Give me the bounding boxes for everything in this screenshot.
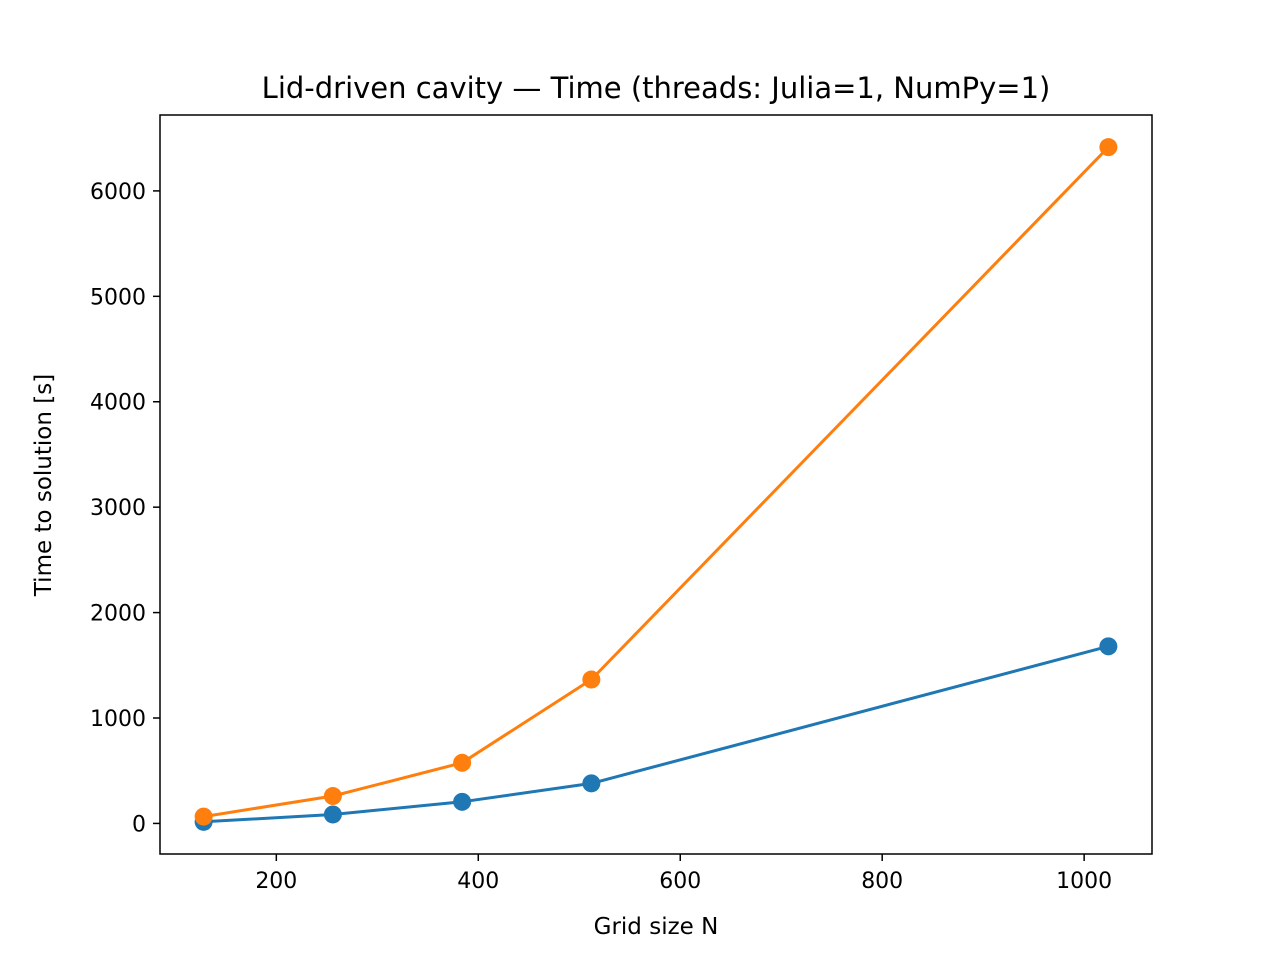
y-tick-label: 1000 (90, 707, 146, 732)
series-1-point (323, 805, 342, 824)
y-tick-label: 4000 (90, 391, 146, 416)
series-1-point (453, 792, 472, 811)
y-axis-label: Time to solution [s] (31, 374, 57, 597)
series-2-point (323, 787, 342, 806)
series-2-point (453, 753, 472, 772)
y-tick-label: 6000 (90, 180, 146, 205)
x-tick-label: 600 (659, 869, 701, 894)
series-2-point (194, 807, 213, 826)
x-tick-label: 200 (255, 869, 297, 894)
series-2-point (582, 670, 601, 689)
x-tick-label: 800 (861, 869, 903, 894)
y-tick-label: 2000 (90, 602, 146, 627)
y-tick-label: 5000 (90, 285, 146, 310)
series-1-point (1099, 637, 1118, 656)
series-1-point (582, 774, 601, 793)
x-axis: 200 400 600 800 1000 (255, 854, 1112, 894)
series-2-line (203, 146, 1110, 819)
chart-title: Lid-driven cavity — Time (threads: Julia… (262, 71, 1051, 105)
plot-frame (159, 114, 1153, 855)
y-tick-label: 3000 (90, 496, 146, 521)
series-2 (194, 138, 1118, 826)
series-layer (194, 138, 1118, 831)
x-axis-label: Grid size N (594, 914, 719, 940)
x-tick-label: 1000 (1056, 869, 1112, 894)
y-axis: 0 1000 2000 3000 4000 5000 6000 (90, 180, 160, 837)
x-tick-label: 400 (457, 869, 499, 894)
series-2-point (1099, 138, 1118, 157)
y-tick-label: 0 (132, 812, 146, 837)
